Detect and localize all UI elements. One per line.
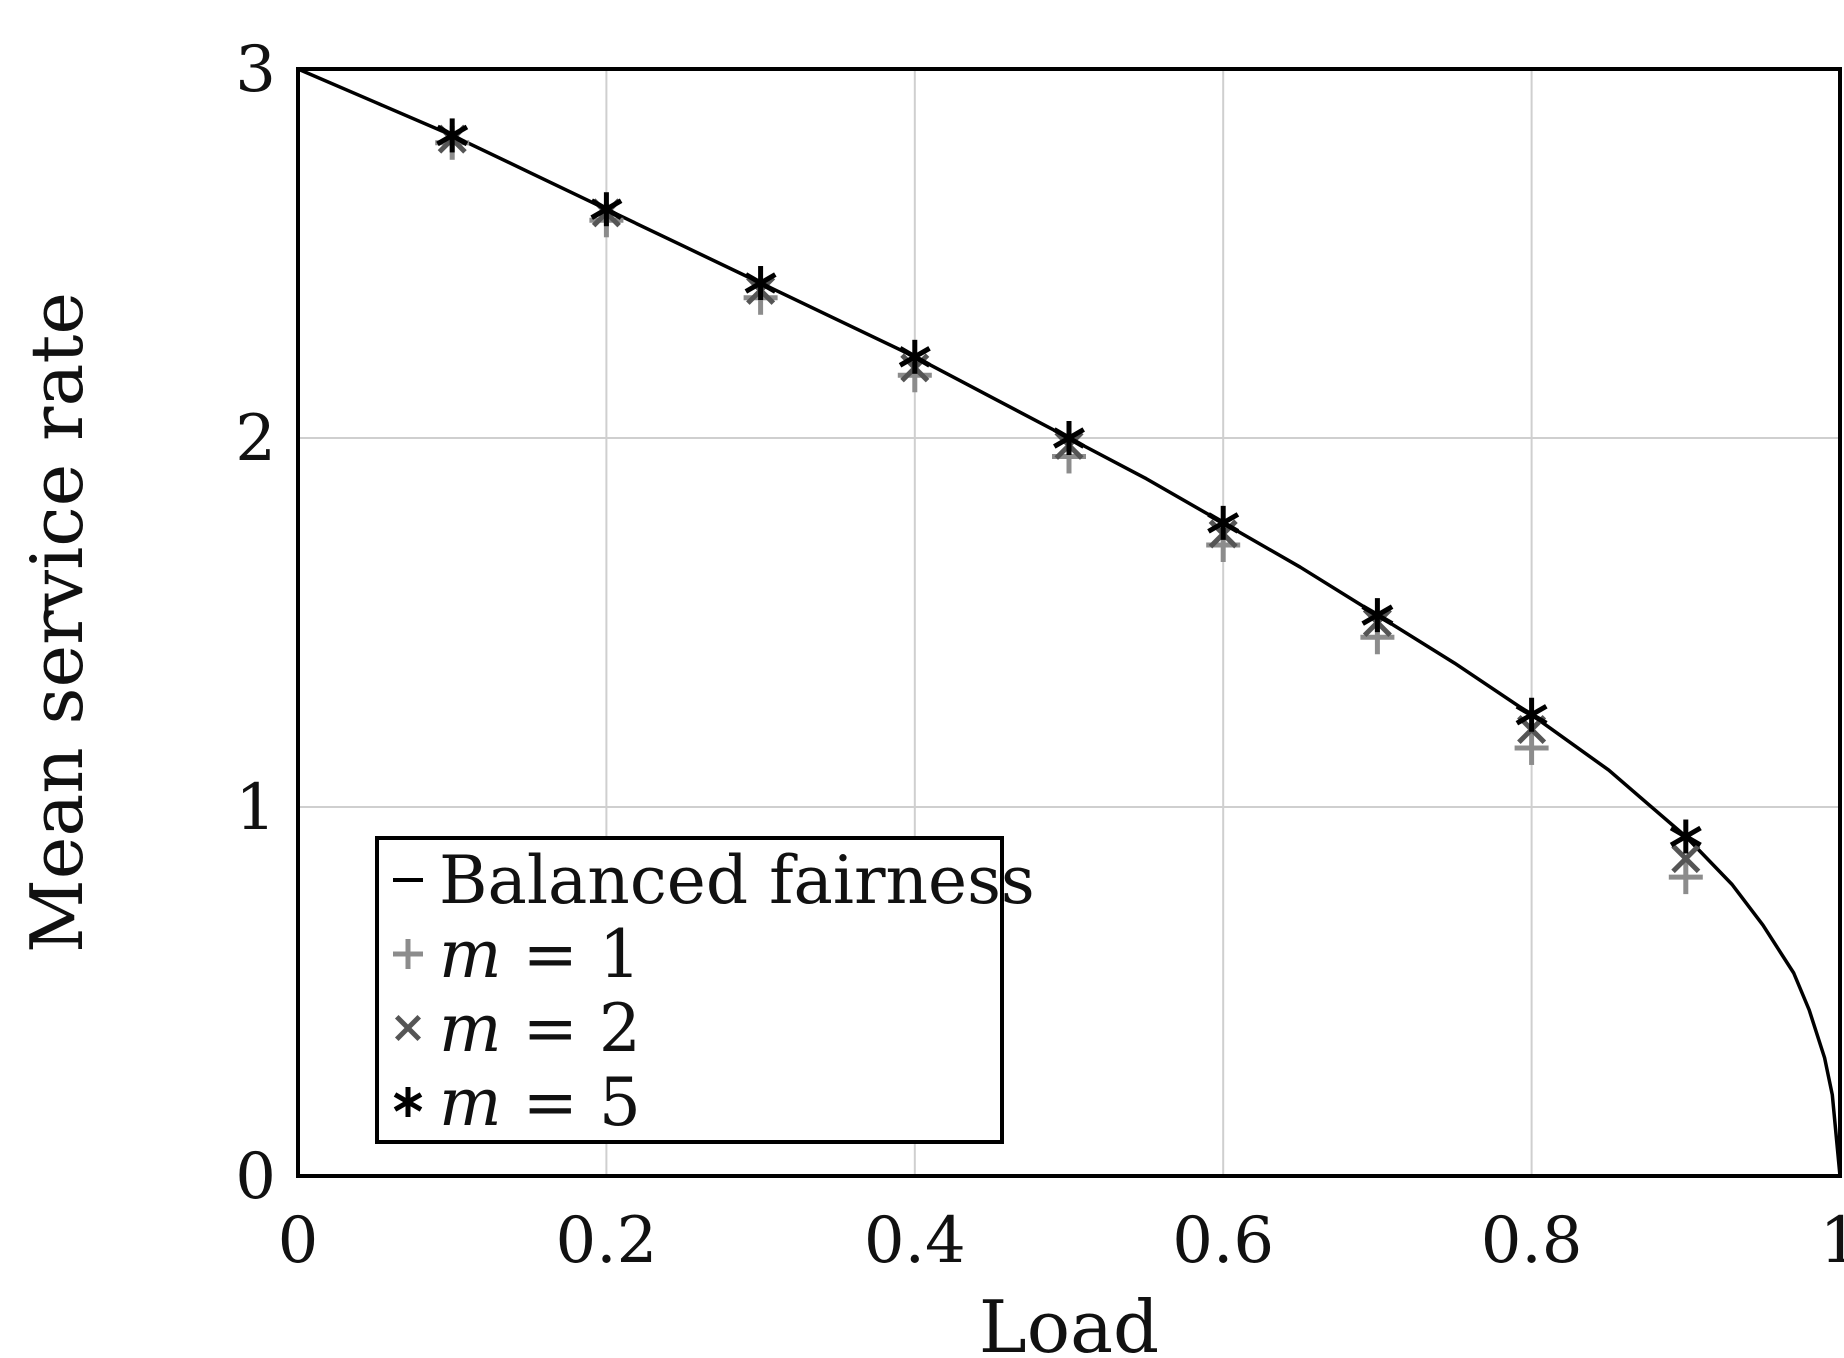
legend-label: m = 1 bbox=[439, 916, 641, 993]
data-point bbox=[1361, 598, 1394, 633]
tick-labels: 0 0.2 0.4 0.6 0.8 1 0 1 2 3 bbox=[235, 33, 1844, 1278]
legend-entry: m = 5 bbox=[393, 1064, 641, 1141]
data-point bbox=[1669, 819, 1702, 854]
legend-marker-symbol bbox=[393, 939, 423, 969]
data-point bbox=[1671, 844, 1701, 874]
data-point bbox=[1207, 505, 1240, 540]
legend-label-value: = 1 bbox=[502, 916, 641, 993]
legend-entry: m = 2 bbox=[394, 990, 641, 1067]
x-tick-label: 1 bbox=[1820, 1204, 1844, 1278]
x-tick-label: 0 bbox=[278, 1204, 319, 1278]
y-tick-label: 2 bbox=[235, 402, 276, 476]
data-point bbox=[436, 118, 469, 153]
legend-entry: Balanced fairness bbox=[393, 842, 1035, 919]
legend-label: m = 5 bbox=[439, 1064, 641, 1141]
plot-series bbox=[297, 67, 1842, 1177]
plot-frame bbox=[296, 67, 1842, 1178]
legend-label-variable: m bbox=[439, 990, 502, 1067]
y-axis-title: Mean service rate bbox=[15, 292, 99, 953]
x-tick-label: 0.4 bbox=[864, 1204, 966, 1278]
series-points-3 bbox=[436, 118, 1702, 854]
x-tick-label: 0.8 bbox=[1481, 1204, 1583, 1278]
data-point bbox=[1668, 860, 1703, 895]
data-point bbox=[1514, 730, 1549, 765]
x-tick-label: 0.6 bbox=[1172, 1204, 1274, 1278]
data-point bbox=[744, 266, 777, 301]
y-tick-label: 0 bbox=[235, 1140, 276, 1214]
legend-entry: m = 1 bbox=[393, 916, 641, 993]
legend-marker-symbol bbox=[394, 1014, 422, 1042]
y-tick-label: 3 bbox=[235, 33, 276, 107]
legend-label-variable: m bbox=[439, 916, 502, 993]
x-tick-label: 0.2 bbox=[556, 1204, 658, 1278]
legend-label-value: = 5 bbox=[502, 1064, 641, 1141]
legend-label: Balanced fairness bbox=[439, 842, 1035, 919]
legend-marker-symbol bbox=[393, 1087, 423, 1117]
data-point bbox=[1515, 697, 1548, 732]
data-point bbox=[1053, 421, 1085, 455]
legend-label: m = 2 bbox=[439, 990, 641, 1067]
data-point bbox=[898, 339, 931, 374]
y-tick-label: 1 bbox=[235, 771, 276, 845]
legend-label-value: = 2 bbox=[502, 990, 641, 1067]
data-point bbox=[590, 192, 623, 227]
series-points-1 bbox=[435, 125, 1703, 895]
series-points-2 bbox=[437, 124, 1701, 874]
legend-box bbox=[375, 836, 1004, 1144]
x-axis-title: Load bbox=[979, 1285, 1159, 1358]
legend-label-variable: m bbox=[439, 1064, 502, 1141]
